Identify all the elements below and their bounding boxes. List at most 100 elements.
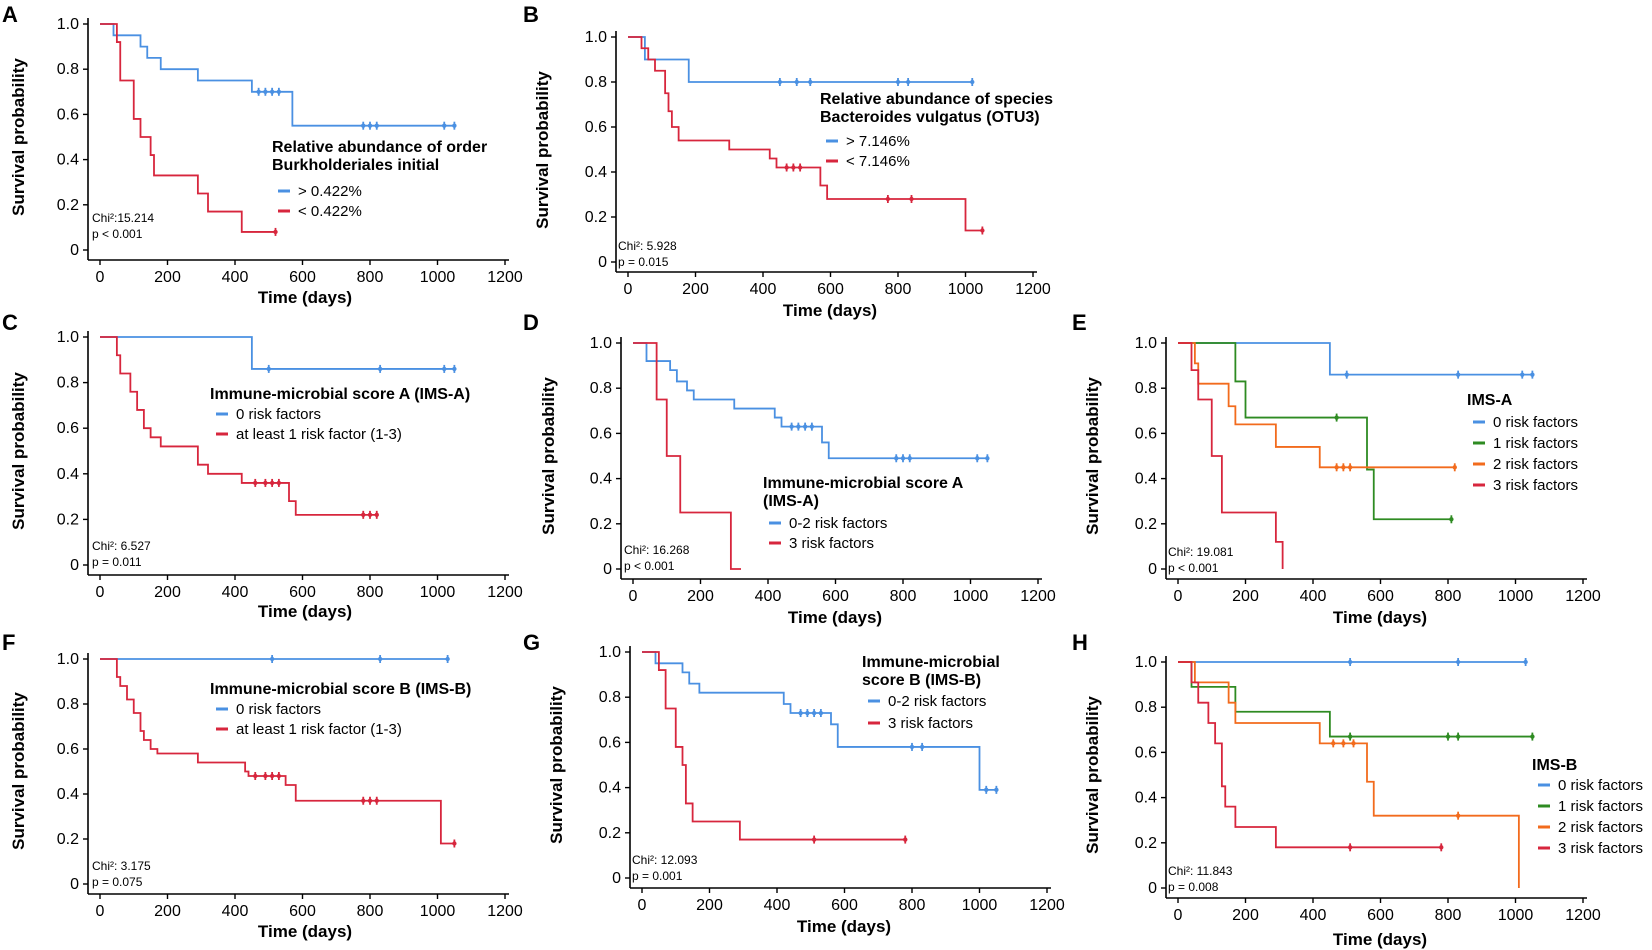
legend-entry-h: 2 risk factors [1558,819,1643,836]
survival-curve-e-1 [1178,342,1533,376]
y-tick-label-g: 0.8 [599,689,621,706]
y-tick-label-h: 0.4 [1135,790,1157,807]
x-tick-label-h: 800 [1435,907,1462,924]
survival-curve-b-1 [628,36,973,83]
y-tick-label-c: 0.4 [57,466,79,483]
panel-b: B 0 200 400 600 800 1000 1200 0 0.2 0.4 0.6 0.8 1.0 Ti… [523,2,1053,320]
y-tick-label-a: 0.2 [57,197,79,214]
legend-entry-c: at least 1 risk factor (1-3) [236,426,402,443]
legend-title-d: Immune-microbial score A [763,475,964,492]
censor-dot-h [1331,741,1336,746]
y-tick-label-b: 0.8 [585,74,607,91]
x-tick-label-e: 400 [1300,588,1327,605]
y-tick-label-d: 1.0 [590,335,612,352]
censor-dot-b [909,196,914,202]
legend-title-a: Relative abundance of order [272,139,487,156]
survival-curve-e-4 [1178,342,1284,569]
legend-title-h: IMS-B [1532,757,1577,774]
stat-text-g: Chi²: 12.093 [632,853,698,867]
legend-entry-f: at least 1 risk factor (1-3) [236,721,402,738]
x-tick-label-a: 800 [357,269,384,286]
legend-title-b: Relative abundance of species [820,91,1053,108]
y-tick-label-a: 0.4 [57,152,79,169]
x-tick-label-g: 800 [899,897,926,914]
censor-dot-d [796,424,801,429]
stat-text-g: p = 0.001 [632,869,683,883]
y-tick-label-h: 0.6 [1135,744,1157,761]
censor-dot-g [984,787,989,793]
y-tick-label-g: 1.0 [599,644,621,661]
censor-dot-a [276,89,282,95]
y-tick-label-e: 0.8 [1135,380,1157,397]
survival-curve-d-1 [633,342,988,460]
panel-f: F 0 200 400 600 800 1000 1200 0 0.2 0.4 0.6 0.8 1.0 Ti… [2,630,523,941]
panel-letter-d: D [523,310,539,335]
x-tick-label-a: 1000 [420,269,456,286]
censor-dot-c [266,366,271,372]
legend-entry-d: 0-2 risk factors [789,515,887,532]
x-tick-label-d: 400 [755,588,782,605]
y-axis-title-f: Survival probability [9,692,28,850]
censor-dot-b [797,165,803,170]
x-tick-label-h: 0 [1174,907,1183,924]
censor-dot-e [1334,415,1339,420]
censor-dot-a [442,123,447,128]
x-tick-label-d: 800 [890,588,917,605]
censor-dot-c [361,512,366,518]
y-tick-label-e: 1.0 [1135,335,1157,352]
x-tick-label-f: 800 [357,903,384,920]
censor-dot-g [805,710,810,716]
x-tick-label-h: 400 [1300,907,1327,924]
panel-g: G 0 200 400 600 800 1000 1200 0 0.2 0.4 0.6 0.8 1.0 Ti… [523,630,1065,936]
censor-dot-f [253,773,258,779]
censor-dot-e [1344,372,1349,377]
censor-dot-a [273,229,278,235]
y-tick-label-h: 0.8 [1135,699,1157,716]
legend-entry-h: 0 risk factors [1558,777,1643,794]
stat-text-e: p < 0.001 [1168,561,1219,575]
y-tick-label-a: 1.0 [57,16,79,33]
y-axis-title-b: Survival probability [533,71,552,229]
x-axis-title-e: Time (days) [1333,608,1427,627]
censor-dot-e [1334,465,1339,470]
x-tick-label-f: 1200 [487,903,523,920]
stat-text-f: Chi²: 3.175 [92,859,151,873]
y-tick-label-b: 0.2 [585,209,607,226]
x-axis-title-g: Time (days) [797,917,891,936]
censor-dot-g [919,744,925,750]
censor-dot-a [367,123,373,128]
stat-text-a: p < 0.001 [92,227,143,241]
x-tick-label-g: 200 [696,897,723,914]
legend-entry-a: > 0.422% [298,183,362,200]
panel-e: E 0 200 400 600 800 1000 1200 0 0.2 0.4 0.6 0.8 1.0 Ti… [1072,310,1601,627]
censor-dot-e [1530,372,1535,377]
survival-curve-f-2 [100,658,455,845]
y-tick-label-b: 0 [598,254,607,271]
legend-entry-b: < 7.146% [846,153,910,170]
y-tick-label-g: 0.4 [599,780,621,797]
censor-dot-a [256,89,261,95]
stat-text-h: p = 0.008 [1168,880,1219,894]
panel-d: D 0 200 400 600 800 1000 1200 0 0.2 0.4 0.6 0.8 1.0 Ti… [523,310,1056,627]
x-tick-label-g: 1200 [1029,897,1065,914]
survival-curve-a-1 [100,23,455,127]
survival-curve-d-2 [633,342,741,570]
y-tick-label-d: 0.4 [590,471,612,488]
censor-dot-c [269,480,275,486]
stat-text-b: Chi²: 5.928 [618,239,677,253]
censor-dot-h [1347,734,1353,739]
x-tick-label-e: 200 [1232,588,1259,605]
y-axis-title-c: Survival probability [9,372,28,530]
censor-dot-a [452,123,457,128]
y-tick-label-f: 0.6 [57,741,79,758]
x-tick-label-a: 1200 [487,269,523,286]
stat-text-e: Chi²: 19.081 [1168,545,1234,559]
x-tick-label-h: 1000 [1498,907,1534,924]
censor-dot-d [802,424,808,429]
censor-dot-h [1351,741,1356,746]
x-tick-label-f: 1000 [420,903,456,920]
x-tick-label-c: 0 [96,584,105,601]
panel-letter-f: F [2,630,15,655]
y-tick-label-b: 0.6 [585,119,607,136]
legend-title-b: Bacteroides vulgatus (OTU3) [820,109,1040,126]
